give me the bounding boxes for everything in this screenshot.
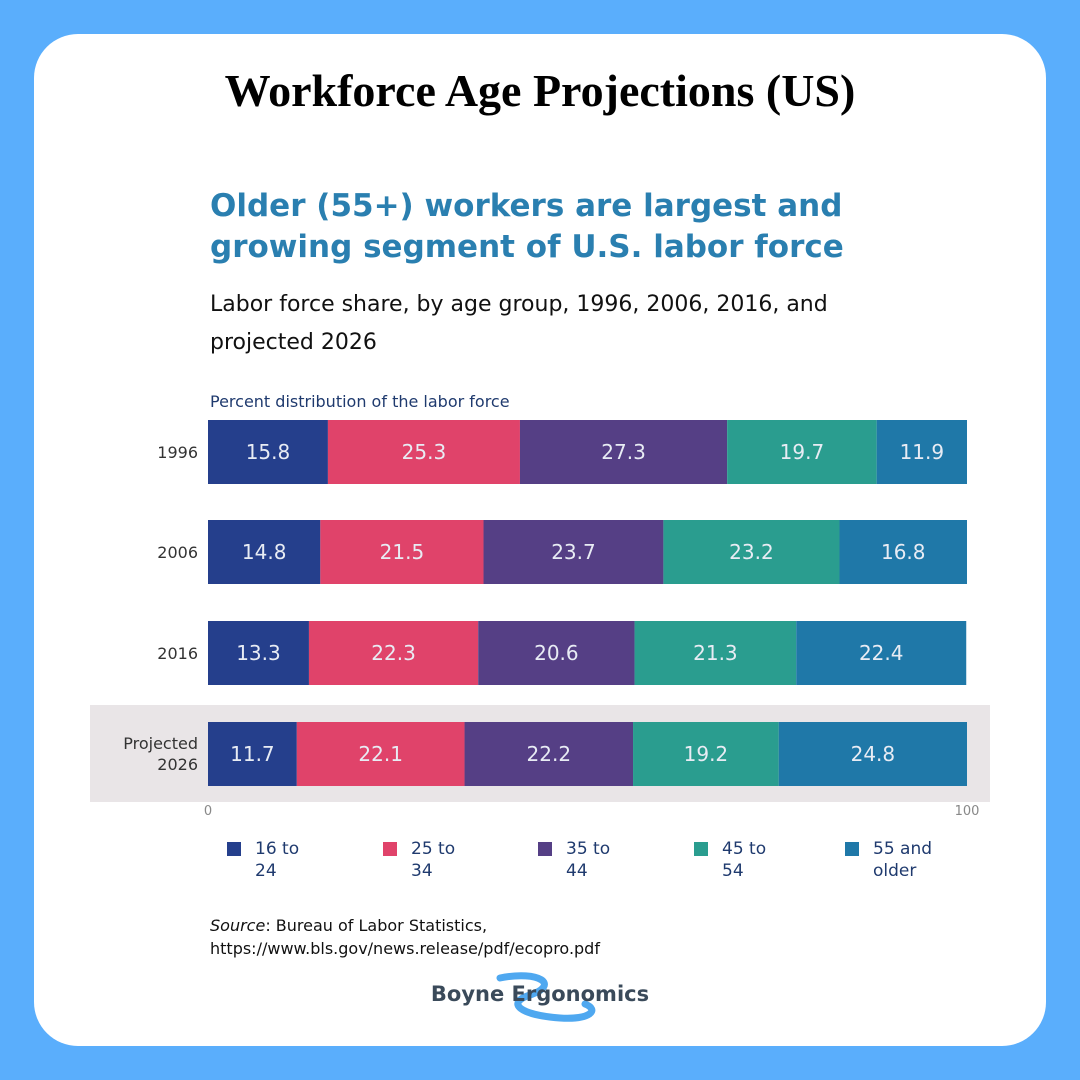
bar-segment [633, 722, 779, 786]
bar-segment [478, 621, 635, 685]
y-tick-label: 2006 [157, 542, 198, 562]
bar-segment [663, 520, 840, 584]
bar-segment [208, 520, 321, 584]
x-tick-label: 100 [954, 804, 980, 819]
legend-label: 45 to 54 [722, 839, 767, 881]
value-label: 11.9 [900, 440, 945, 464]
value-label: 14.8 [242, 540, 287, 564]
chart-subtitle: Labor force share, by age group, 1996, 2… [210, 292, 828, 355]
value-label: 21.3 [693, 641, 738, 665]
value-label: 23.7 [551, 540, 596, 564]
value-label: 20.6 [534, 641, 579, 665]
value-label: 16.8 [881, 540, 926, 564]
legend-label: 25 to 34 [411, 839, 456, 881]
value-label: 25.3 [402, 440, 447, 464]
bar-segment [796, 621, 967, 685]
bar-segment [778, 722, 967, 786]
page-title: Workforce Age Projections (US) [224, 65, 856, 116]
bar-segment [483, 520, 664, 584]
value-label: 11.7 [230, 742, 275, 766]
value-label: 23.2 [729, 540, 774, 564]
legend-swatch [538, 842, 552, 856]
bar-segment [208, 621, 309, 685]
bar-segment [876, 420, 967, 484]
value-label: 13.3 [236, 641, 281, 665]
bar-segment [308, 621, 479, 685]
legend-label: 55 and older [873, 839, 933, 881]
bar-segment [208, 420, 328, 484]
logo-swoosh [496, 972, 596, 1022]
logo: Boyne Ergonomics [430, 982, 650, 1006]
value-label: 22.3 [371, 641, 416, 665]
source: Source: Bureau of Labor Statistics, http… [210, 914, 680, 960]
y-tick-label: 2016 [157, 643, 198, 663]
source-text: : Bureau of Labor Statistics, https://ww… [210, 916, 600, 958]
y-tick-label: 1996 [157, 442, 198, 462]
value-label: 21.5 [380, 540, 425, 564]
bar-segment [327, 420, 520, 484]
value-label: 19.2 [684, 742, 729, 766]
legend-swatch [383, 842, 397, 856]
value-label: 22.2 [527, 742, 572, 766]
value-label: 22.1 [358, 742, 403, 766]
legend-label: 16 to 24 [255, 839, 300, 881]
bar-segment [208, 722, 297, 786]
bar-segment [519, 420, 728, 484]
axis-label: Percent distribution of the labor force [210, 392, 510, 411]
x-tick-label: 0 [203, 804, 213, 819]
legend-label: 35 to 44 [566, 839, 611, 881]
bar-segment [464, 722, 634, 786]
y-tick-label: Projected 2026 [123, 734, 198, 774]
value-label: 19.7 [780, 440, 825, 464]
legend-swatch [845, 842, 859, 856]
value-label: 27.3 [601, 440, 646, 464]
legend-swatch [227, 842, 241, 856]
value-label: 22.4 [859, 641, 904, 665]
source-label: Source [210, 916, 266, 935]
bar-segment [320, 520, 484, 584]
bar-segment [839, 520, 967, 584]
bar-segment [727, 420, 877, 484]
legend-swatch [694, 842, 708, 856]
bar-segment [296, 722, 465, 786]
chart-title: Older (55+) workers are largest and grow… [210, 188, 844, 265]
bar-segment [634, 621, 797, 685]
value-label: 15.8 [246, 440, 291, 464]
value-label: 24.8 [851, 742, 896, 766]
